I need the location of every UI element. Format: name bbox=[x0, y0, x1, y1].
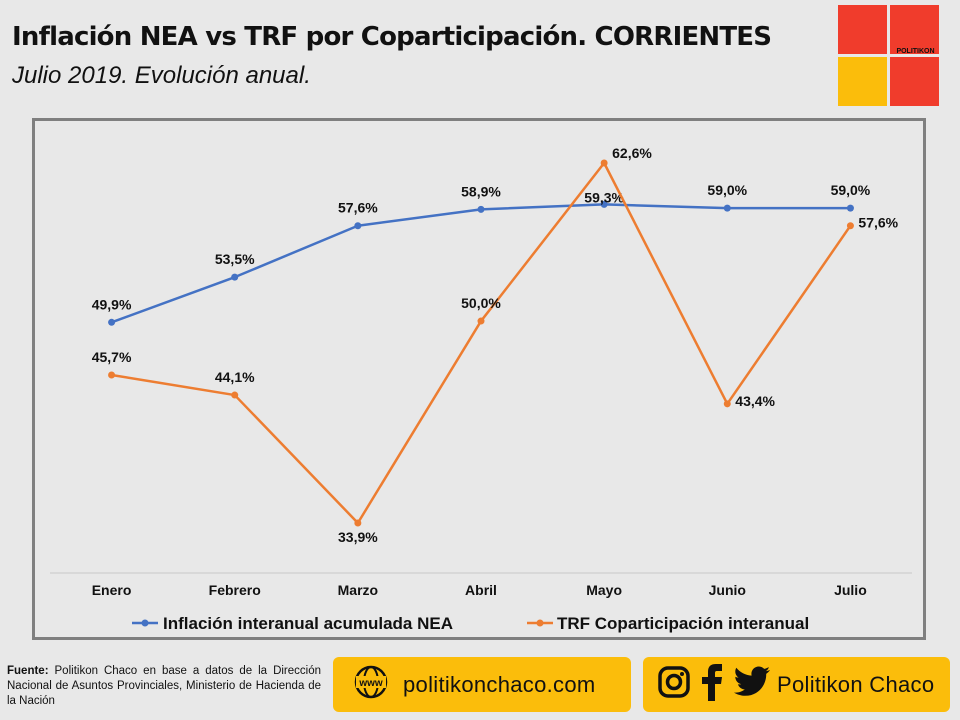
website-link[interactable]: politikonchaco.com bbox=[403, 671, 596, 697]
logo-text: POLITIKON bbox=[896, 48, 935, 55]
data-label: 45,7% bbox=[92, 349, 132, 365]
legend-swatch-marker bbox=[141, 619, 149, 627]
data-point bbox=[477, 205, 485, 213]
data-label: 59,0% bbox=[707, 182, 747, 198]
data-point bbox=[600, 159, 608, 167]
data-point bbox=[231, 273, 239, 281]
data-point bbox=[231, 391, 239, 399]
data-label: 59,3% bbox=[584, 189, 624, 205]
data-label: 59,0% bbox=[831, 182, 871, 198]
instagram-icon[interactable] bbox=[657, 665, 691, 704]
x-tick-label: Junio bbox=[709, 582, 746, 598]
source-note: Fuente: Politikon Chaco en base a datos … bbox=[7, 664, 321, 709]
chart-frame: Enero Febrero Marzo Abril Mayo Junio Julio 49,9… bbox=[32, 118, 926, 640]
x-tick-label: Abril bbox=[465, 582, 497, 598]
data-point bbox=[846, 204, 854, 212]
x-tick-label: Julio bbox=[834, 582, 867, 598]
chart-subtitle: Julio 2019. Evolución anual. bbox=[12, 62, 311, 89]
data-label: 57,6% bbox=[858, 215, 898, 231]
logo-square-yellow-bl bbox=[838, 57, 887, 106]
data-point bbox=[354, 519, 362, 527]
data-point bbox=[108, 318, 116, 326]
x-tick-label: Enero bbox=[92, 582, 132, 598]
data-point bbox=[477, 317, 485, 325]
data-point bbox=[108, 371, 116, 379]
data-label: 50,0% bbox=[461, 295, 501, 311]
data-point bbox=[846, 222, 854, 230]
x-tick-label: Mayo bbox=[586, 582, 622, 598]
facebook-icon[interactable] bbox=[699, 663, 725, 706]
line-chart: Enero Febrero Marzo Abril Mayo Junio Julio 49,9… bbox=[50, 145, 912, 633]
data-label: 58,9% bbox=[461, 183, 501, 199]
legend-label: Inflación interanual acumulada NEA bbox=[163, 614, 453, 633]
www-label: www bbox=[358, 678, 383, 689]
source-label: Fuente: bbox=[7, 665, 49, 677]
logo-square-red-tl bbox=[838, 5, 887, 54]
social-handle: Politikon Chaco bbox=[777, 671, 935, 697]
chart-title: Inflación NEA vs TRF por Coparticipación… bbox=[12, 22, 772, 52]
data-label: 62,6% bbox=[612, 145, 652, 161]
data-label: 43,4% bbox=[735, 393, 775, 409]
x-tick-label: Marzo bbox=[338, 582, 378, 598]
globe-icon: www bbox=[353, 664, 389, 705]
data-point bbox=[723, 204, 731, 212]
data-point bbox=[354, 222, 362, 230]
data-label: 49,9% bbox=[92, 296, 132, 312]
data-label: 53,5% bbox=[215, 251, 255, 267]
data-point bbox=[723, 400, 731, 408]
series-line bbox=[111, 161, 852, 525]
data-label: 44,1% bbox=[215, 369, 255, 385]
data-point bbox=[600, 200, 608, 208]
source-text: Politikon Chaco en base a datos de la Di… bbox=[7, 665, 321, 707]
twitter-icon[interactable] bbox=[733, 666, 771, 703]
logo-square-red-tr bbox=[890, 5, 939, 54]
website-banner[interactable]: www politikonchaco.com bbox=[333, 657, 631, 712]
x-tick-label: Febrero bbox=[209, 582, 261, 598]
social-banner: Politikon Chaco bbox=[643, 657, 950, 712]
logo-square-red-br bbox=[890, 57, 939, 106]
politikon-logo: POLITIKON bbox=[838, 5, 941, 108]
legend-swatch-marker bbox=[536, 619, 544, 627]
data-label: 57,6% bbox=[338, 200, 378, 216]
legend-label: TRF Coparticipación interanual bbox=[557, 614, 809, 633]
data-label: 33,9% bbox=[338, 529, 378, 545]
